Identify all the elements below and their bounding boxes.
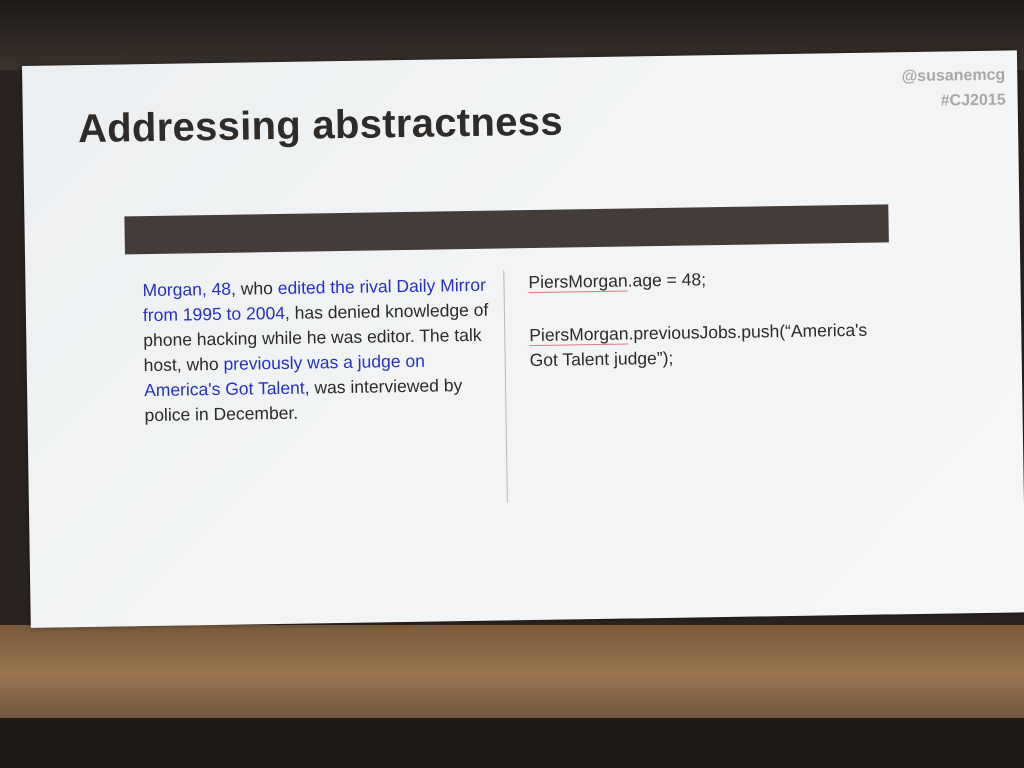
twitter-handle: @susanemcg	[901, 66, 1006, 86]
code-rest: .age = 48;	[627, 269, 707, 291]
slide-title: Addressing abstractness	[77, 99, 564, 152]
code-line-age: PiersMorgan.age = 48;	[528, 264, 888, 295]
column-divider	[503, 270, 508, 503]
code-object: PiersMorgan	[528, 270, 628, 294]
code-column: PiersMorgan.age = 48; PiersMorgan.previo…	[528, 264, 890, 401]
room-floor	[0, 718, 1024, 768]
news-paragraph: Morgan, 48, who edited the rival Daily M…	[142, 273, 499, 429]
conference-hashtag: #CJ2015	[940, 91, 1006, 110]
text-segment: , who	[230, 278, 278, 299]
slide-credit: @susanemcg #CJ2015	[901, 63, 1006, 115]
header-bar	[124, 204, 889, 255]
highlight-name-age: Morgan, 48	[142, 278, 232, 301]
projected-slide: Addressing abstractness @susanemcg #CJ20…	[22, 50, 1024, 628]
code-object: PiersMorgan	[529, 323, 629, 347]
code-line-jobs: PiersMorgan.previousJobs.push(“America's…	[529, 317, 890, 373]
